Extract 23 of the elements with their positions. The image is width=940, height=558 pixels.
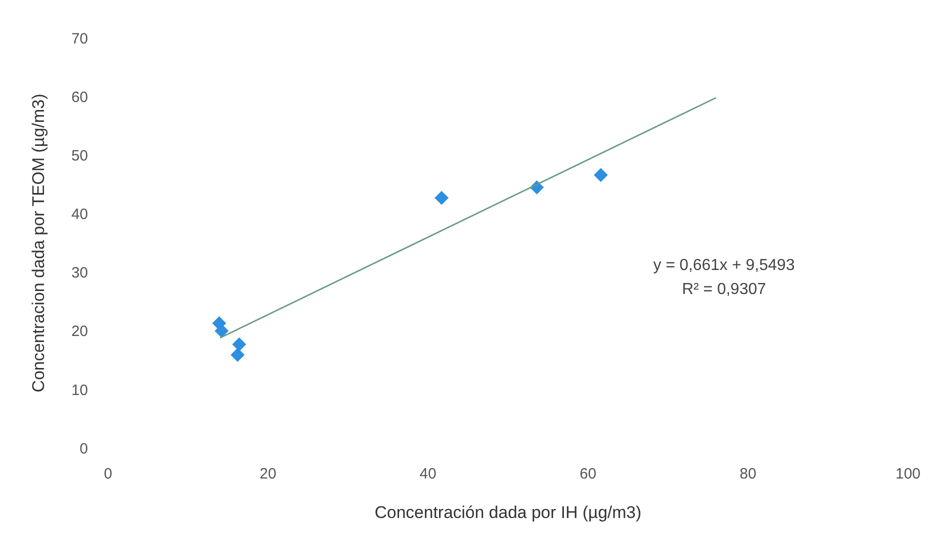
point <box>594 168 608 182</box>
point <box>434 190 449 205</box>
y-tick-label: 0 <box>80 440 88 458</box>
y-tick-label: 20 <box>71 323 88 340</box>
x-tick-label: 40 <box>420 466 436 483</box>
x-axis-title: Concentración dada por IH (µg/m3) <box>374 503 642 522</box>
annotation: y = 0,661x + 9,5493 <box>653 257 795 274</box>
x-tick-label: 0 <box>104 466 112 483</box>
x-tick-label: 80 <box>740 466 756 483</box>
y-tick-label: 70 <box>71 30 88 48</box>
y-tick-label: 50 <box>71 147 88 164</box>
y-tick-label: 10 <box>71 382 88 399</box>
point <box>230 348 245 362</box>
x-tick-label: 60 <box>580 466 596 483</box>
point <box>232 337 246 352</box>
y-tick-label: 30 <box>71 264 88 282</box>
y-tick-label: 40 <box>71 206 88 224</box>
y-axis-title: Concentracion dada por TEOM (µg/m3) <box>29 94 48 392</box>
x-tick-label: 100 <box>895 466 921 483</box>
x-tick-label: 20 <box>260 466 276 483</box>
point <box>214 324 229 338</box>
annotation: R² = 0,9307 <box>682 281 766 298</box>
y-tick-label: 60 <box>71 88 88 106</box>
